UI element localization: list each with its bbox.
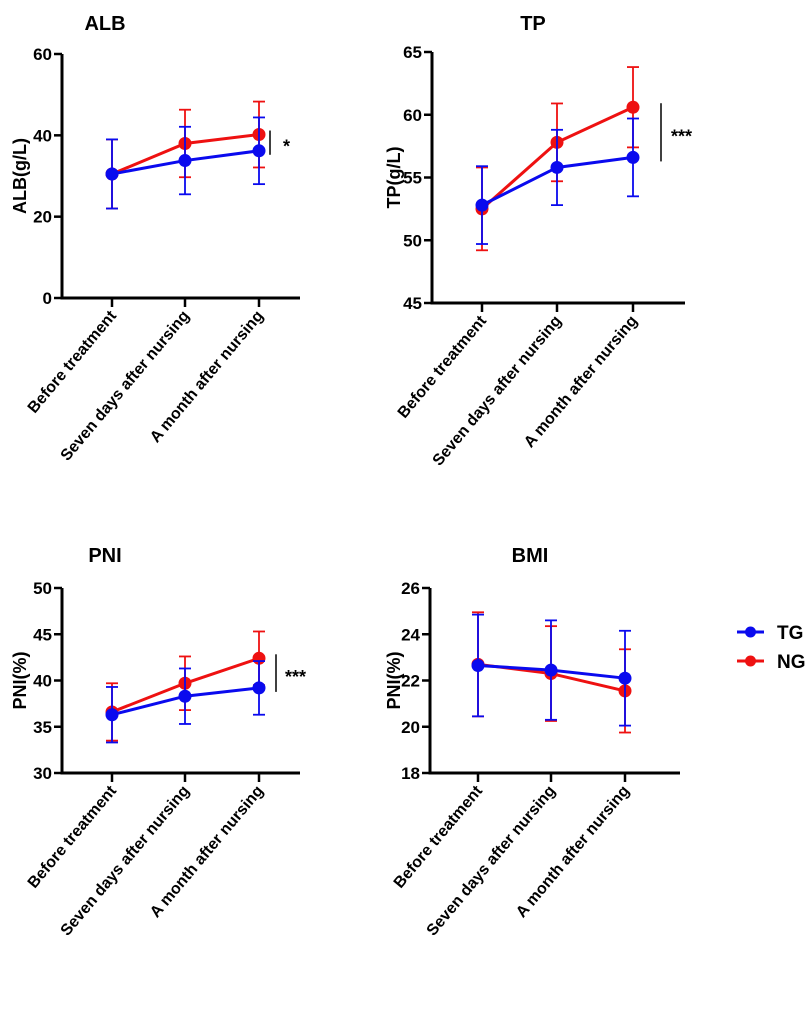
y-tick-label: 45 [33,625,52,644]
y-tick-label: 20 [33,208,52,227]
y-tick-label: 0 [43,289,52,308]
y-tick-label: 45 [403,294,422,313]
y-tick-label: 30 [33,764,52,783]
chart-title: PNI [88,545,121,567]
data-point [544,663,558,677]
y-axis-label: ALB(g/L) [10,138,30,214]
y-tick-label: 40 [33,126,52,145]
legend-marker [745,626,756,638]
data-point [550,160,564,174]
x-tick-label: Seven days after nursing [58,308,193,465]
y-tick-label: 50 [403,231,422,250]
y-tick-label: 60 [403,106,422,125]
chart-title: TP [520,13,546,35]
data-point [105,708,119,722]
chart-title: BMI [512,545,549,567]
y-tick-label: 40 [33,672,52,691]
series-tg [105,660,266,744]
data-point [626,150,640,164]
data-point [475,198,489,212]
data-point [618,671,632,685]
y-tick-label: 26 [401,579,420,598]
legend-item-ng: NG [737,652,806,673]
x-tick-label: Seven days after nursing [430,313,565,470]
legend-label: NG [777,652,806,673]
data-point [252,144,266,158]
y-tick-label: 35 [33,718,52,737]
significance-label: * [283,137,290,157]
y-tick-label: 65 [403,43,422,62]
y-tick-label: 55 [403,169,422,188]
x-tick-label: Seven days after nursing [424,783,559,940]
y-tick-label: 22 [401,672,420,691]
series-tg [105,116,266,210]
chart-title: ALB [84,13,125,35]
y-axis-label: TP(g/L) [384,147,404,209]
y-tick-label: 24 [401,625,420,644]
data-point [626,100,640,114]
y-tick-label: 20 [401,718,420,737]
data-point [471,658,485,672]
y-tick-label: 60 [33,45,52,64]
significance-label: *** [285,667,306,687]
series-tg [475,117,640,245]
y-tick-label: 50 [33,579,52,598]
data-point [178,154,192,168]
legend-label: TG [777,623,803,644]
legend-item-tg: TG [737,623,803,644]
legend-marker [745,655,756,667]
significance-label: *** [671,126,692,146]
y-tick-label: 18 [401,764,420,783]
series-tg [471,613,632,727]
y-axis-label: PNI(%) [384,651,404,709]
legend: TG NG [737,623,806,673]
y-axis-label: PNI(%) [10,651,30,709]
x-tick-label: Seven days after nursing [58,783,193,940]
data-point [252,681,266,695]
data-point [178,689,192,703]
data-point [105,167,119,181]
